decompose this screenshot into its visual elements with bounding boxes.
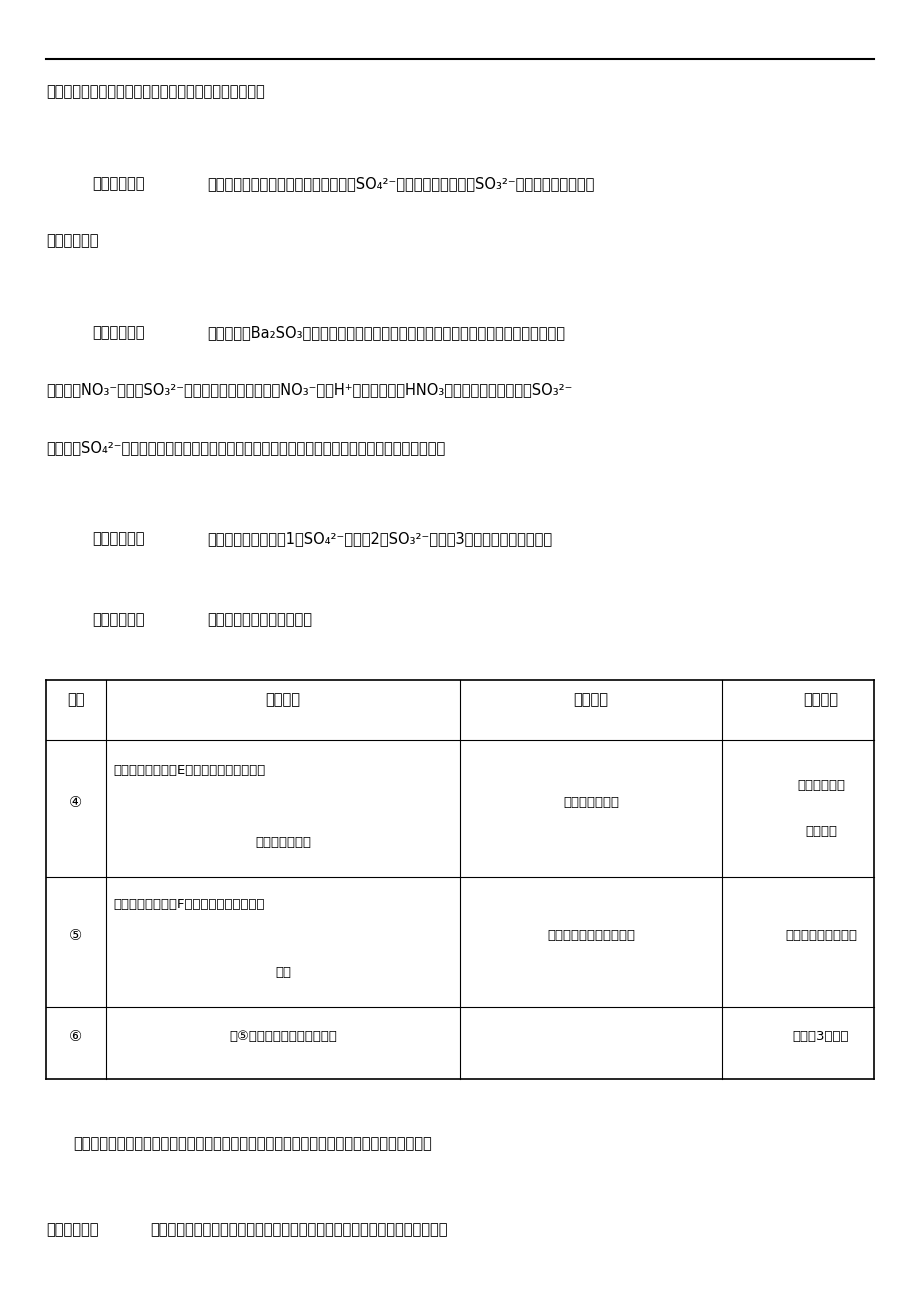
Text: 取该溶液少量试管E中，加入硒酸钒溶液后: 取该溶液少量试管E中，加入硒酸钒溶液后: [113, 764, 265, 777]
Text: 该无色溶液中含有（1）SO₄²⁻　　（2）SO₃²⁻　　（3）＿＿＿＿＿＿＿＿。: 该无色溶液中含有（1）SO₄²⁻ （2）SO₃²⁻ （3）＿＿＿＿＿＿＿＿。: [207, 531, 551, 547]
Text: 实验现象: 实验现象: [573, 693, 608, 707]
Text: 有刺激性气味的气体生成: 有刺激性气味的气体生成: [547, 930, 634, 943]
Text: 该如何检验？: 该如何检验？: [46, 233, 98, 249]
Text: 》得出结论《: 》得出结论《: [46, 1223, 98, 1237]
Text: 不能确定猜想: 不能确定猜想: [796, 779, 845, 792]
Text: 亚硫酸钒（Ba₂SO₃）是无色晶体或白色粉末，微溶于水，在水中是白色沉淠。中性或碱: 亚硫酸钒（Ba₂SO₃）是无色晶体或白色粉末，微溶于水，在水中是白色沉淠。中性或…: [207, 326, 564, 340]
Text: 实验操作: 实验操作: [265, 693, 301, 707]
Text: 有白色沉淠生成: 有白色沉淠生成: [562, 796, 618, 809]
Text: 液后有沉淠生成，再加足量的稀硕酸酸依然有白色沉淠。: 液后有沉淠生成，再加足量的稀硕酸酸依然有白色沉淠。: [46, 85, 265, 100]
Text: 在⑤所得的溶液中加入足量的: 在⑤所得的溶液中加入足量的: [229, 1030, 336, 1043]
Text: 一定成立: 一定成立: [804, 825, 836, 838]
Text: 》提出问题《: 》提出问题《: [92, 176, 144, 191]
Text: 请你将下列实验填写完整。: 请你将下列实验填写完整。: [207, 612, 312, 626]
Text: 氧化生成SO₄²⁻。往亚硫酸钒中加入盐酸能发生类似于碳酸钒与盐酸的反应，生成有刺激性的气体。: 氧化生成SO₄²⁻。往亚硫酸钒中加入盐酸能发生类似于碳酸钒与盐酸的反应，生成有刺…: [46, 440, 445, 454]
Text: 加热: 加热: [275, 966, 290, 979]
Text: 》实验探究《: 》实验探究《: [92, 612, 144, 626]
Text: ⑥: ⑥: [69, 1029, 83, 1044]
Text: 》猜　　想《: 》猜 想《: [92, 531, 144, 547]
Text: 取该溶液少量试管F中，加入加入稀盐酸，: 取该溶液少量试管F中，加入加入稀盐酸，: [113, 898, 265, 911]
Text: 若某无色溶液中可能含有硫酸根离子（SO₄²⁻）与亚硫酸根离子（SO₃²⁻）中的一种或两种，: 若某无色溶液中可能含有硫酸根离子（SO₄²⁻）与亚硫酸根离子（SO₃²⁻）中的一…: [207, 176, 594, 191]
Text: 写出亚硫酸钓溶液与硒酸钒溶液发生复分解反应的化学方程式：＿＿＿＿＿＿＿＿＿＿＿＿。: 写出亚硫酸钓溶液与硒酸钒溶液发生复分解反应的化学方程式：＿＿＿＿＿＿＿＿＿＿＿＿…: [74, 1137, 432, 1151]
Text: ⑤: ⑤: [69, 928, 83, 943]
Text: 再加入稀硒酸酸: 再加入稀硒酸酸: [255, 836, 311, 849]
Text: 性条件下NO₃⁻不能和SO₃²⁻反应，但在酸性条件下，NO₃⁻能和H⁺反应相遇时（HNO₃）具有强氧化性，易把SO₃²⁻: 性条件下NO₃⁻不能和SO₃²⁻反应，但在酸性条件下，NO₃⁻能和H⁺反应相遇时…: [46, 383, 572, 397]
Text: 》查阅资料《: 》查阅资料《: [92, 326, 144, 340]
Text: ④: ④: [69, 794, 83, 810]
Text: 实验: 实验: [67, 693, 85, 707]
Text: 实验结论: 实验结论: [802, 693, 838, 707]
Text: 猜想（3）成立: 猜想（3）成立: [792, 1030, 848, 1043]
Text: 要鉴别一种离子的存在，必须排除其它离子的干扰，不然会得出错误的结论。: 要鉴别一种离子的存在，必须排除其它离子的干扰，不然会得出错误的结论。: [150, 1223, 447, 1237]
Text: 猜想＿＿＿可能成立: 猜想＿＿＿可能成立: [784, 930, 857, 943]
